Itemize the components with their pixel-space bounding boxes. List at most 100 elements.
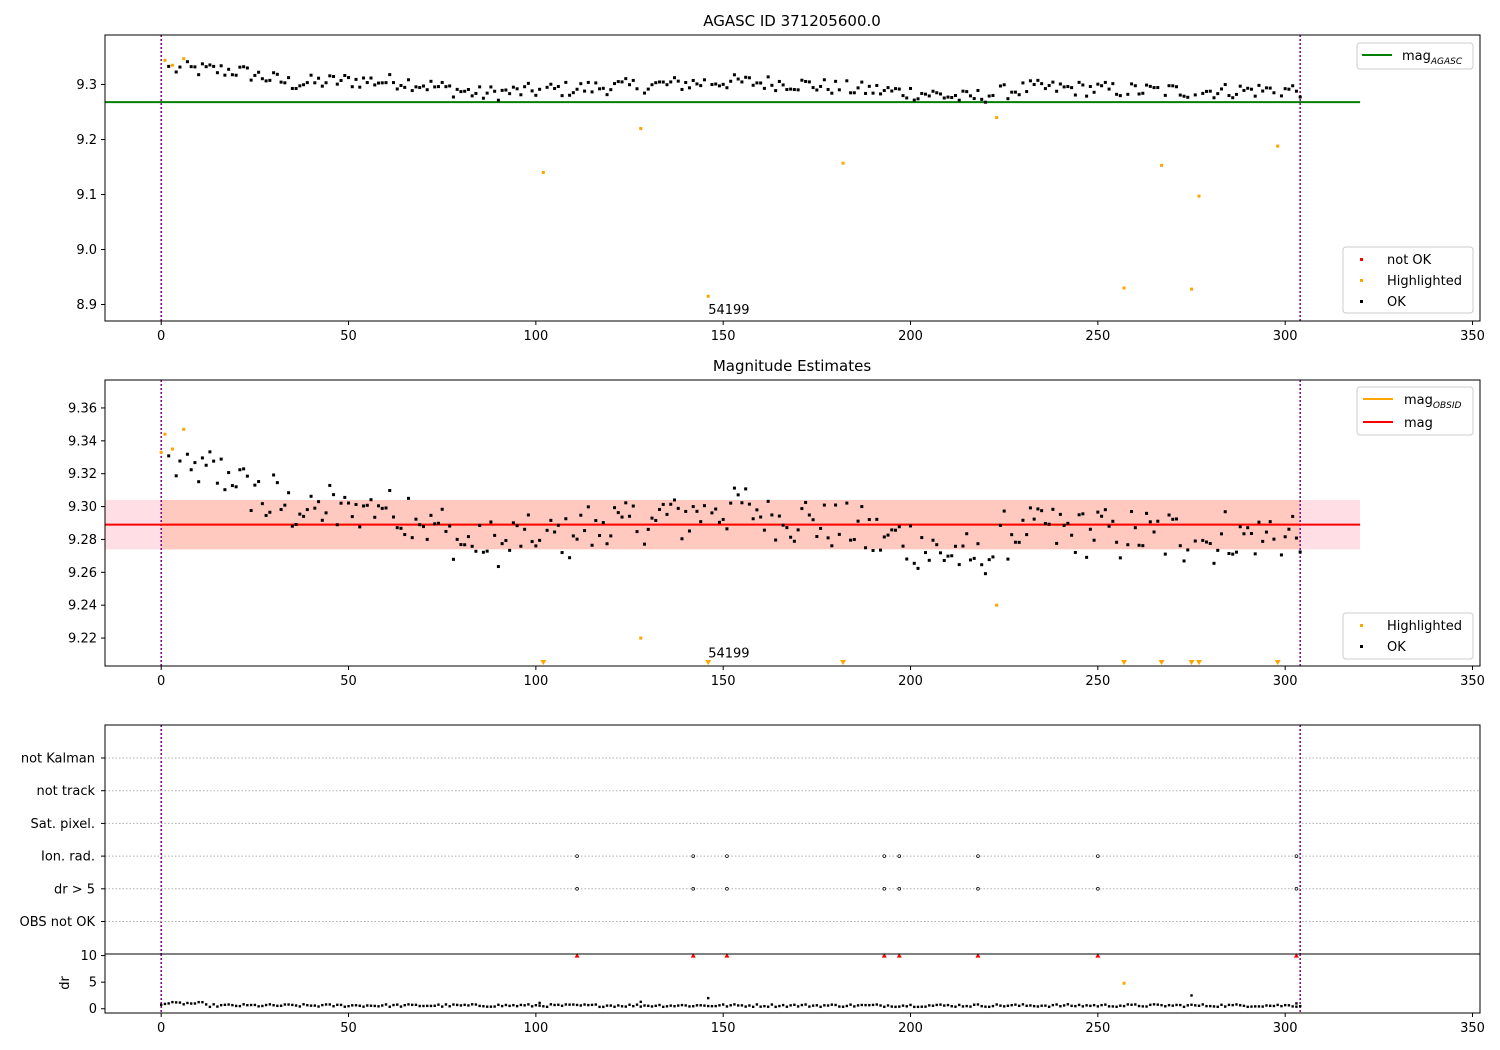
ok-point: [283, 81, 287, 85]
ok-point: [601, 86, 605, 90]
ok-point: [287, 491, 291, 495]
ok-point: [463, 89, 467, 93]
ok-point: [811, 518, 815, 522]
dr-point: [1047, 1005, 1051, 1008]
dr-clipped-marker: [574, 953, 580, 958]
ok-point: [332, 74, 336, 78]
dr-point: [530, 1005, 534, 1008]
ok-point: [620, 80, 624, 84]
dr-point: [1283, 1003, 1287, 1007]
ok-point: [1115, 540, 1119, 544]
dr-point: [954, 1005, 957, 1008]
ok-point: [886, 86, 890, 90]
dr-point: [793, 1003, 796, 1007]
ok-point: [377, 81, 381, 85]
dr-point: [969, 1005, 972, 1008]
ok-point: [440, 80, 444, 84]
ok-point: [257, 70, 261, 74]
dr-point: [317, 1005, 320, 1008]
ok-point: [1141, 544, 1145, 548]
dr-point: [1017, 1004, 1021, 1008]
ok-point: [448, 84, 452, 88]
ok-point: [766, 75, 770, 79]
ok-point: [837, 532, 841, 536]
ok-point: [358, 85, 362, 89]
dr-point: [500, 1004, 504, 1008]
ok-point: [1062, 85, 1066, 89]
dr-point: [392, 1003, 395, 1007]
dr-point: [823, 1004, 826, 1007]
ok-point: [189, 468, 193, 472]
ok-point: [272, 473, 276, 477]
dr-point: [538, 1004, 541, 1007]
y-tick-label: 9.32: [68, 467, 97, 482]
dr-point: [916, 1005, 920, 1009]
dr-point: [680, 1003, 684, 1007]
ok-point: [410, 89, 414, 93]
dr-point: [590, 1003, 594, 1007]
highlighted-point: [163, 58, 167, 62]
ok-point: [332, 493, 336, 497]
ok-point: [702, 504, 706, 508]
dr-axis-label: dr: [58, 976, 73, 990]
ok-point: [571, 91, 575, 95]
dr-point: [1197, 1004, 1201, 1007]
ok-point: [972, 556, 976, 560]
legend2-label-ok: OK: [1387, 640, 1406, 655]
dr-point: [1201, 1003, 1204, 1006]
ok-point: [1261, 539, 1265, 543]
dr-point: [440, 1005, 444, 1008]
dr-point: [654, 1004, 657, 1008]
dr-point: [384, 1003, 388, 1006]
dr-point: [751, 1005, 755, 1008]
ok-point: [980, 563, 984, 567]
dr-point: [1205, 1004, 1208, 1008]
ok-point: [1043, 87, 1047, 91]
ok-point: [680, 537, 684, 541]
dr-point: [856, 1004, 860, 1007]
ok-point: [1294, 89, 1298, 93]
ok-point: [736, 77, 740, 81]
dr-point: [725, 1005, 729, 1008]
dr-point: [1002, 1005, 1006, 1008]
ok-point: [380, 506, 384, 510]
dr-point: [321, 1003, 324, 1007]
dr-point: [1062, 1004, 1066, 1007]
ok-point: [388, 73, 392, 77]
legend-status: not OK Highlighted OK: [1342, 246, 1474, 314]
panel-flags: not Kalman not track Sat. pixel. Ion. rad. d…: [20, 724, 1481, 955]
ok-point: [916, 566, 920, 570]
ok-point: [189, 65, 193, 69]
ok-point: [1002, 509, 1006, 513]
obsid-annotation: 54199: [708, 303, 749, 318]
dr-point: [1227, 1003, 1231, 1007]
dr-point: [159, 1003, 163, 1006]
ok-point: [313, 506, 317, 510]
ok-point: [1066, 85, 1070, 89]
flag-point: [575, 887, 579, 891]
obsid-annotation: 54199: [708, 646, 749, 661]
ok-point: [519, 93, 523, 97]
ok-point: [879, 92, 883, 96]
ok-point: [635, 530, 639, 534]
dr-point: [605, 1004, 609, 1007]
ok-point: [819, 526, 823, 530]
ok-point: [373, 83, 377, 87]
ok-point: [534, 93, 538, 97]
dr-point: [1107, 1005, 1111, 1008]
ok-point: [845, 501, 849, 505]
ok-point: [1066, 521, 1070, 525]
dr-point: [294, 1004, 298, 1007]
flag-point: [897, 854, 902, 858]
ok-point: [762, 528, 766, 532]
highlighted-point: [170, 447, 174, 451]
ok-point: [440, 507, 444, 511]
ok-point: [1152, 530, 1156, 534]
ok-point: [324, 81, 328, 85]
x-tick-label: 100: [523, 674, 548, 689]
ok-point: [789, 87, 793, 91]
ok-point: [1283, 535, 1287, 539]
x-tick-label: 200: [898, 329, 923, 344]
ok-point: [590, 543, 594, 547]
flag-label: Sat. pixel.: [31, 817, 95, 832]
